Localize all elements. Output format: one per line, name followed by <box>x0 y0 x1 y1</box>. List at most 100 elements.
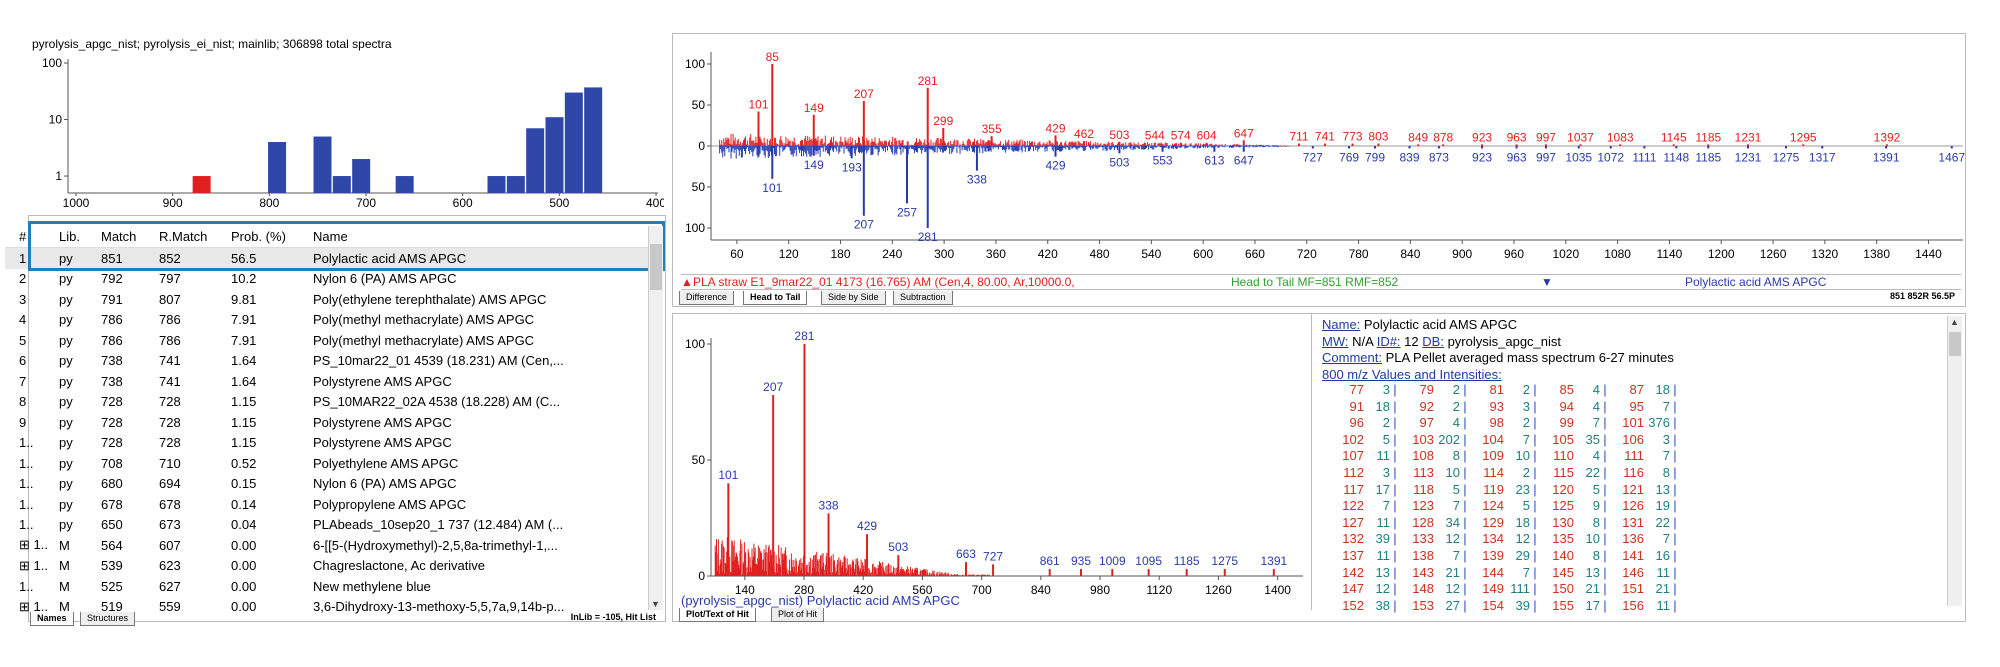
hit-rmatch: 786 <box>159 312 181 328</box>
tab-structures[interactable]: Structures <box>80 612 136 626</box>
mz-value: 110 <box>1553 448 1574 464</box>
col-rmatch[interactable]: R.Match <box>155 225 227 248</box>
hit-name: Polystyrene AMS APGC <box>313 435 452 451</box>
name-label[interactable]: Name: <box>1322 317 1361 332</box>
hit-row[interactable]: 9 py 728 728 1.15 Polystyrene AMS APGC <box>5 412 655 433</box>
hit-prob: 0.15 <box>231 476 257 492</box>
hit-row[interactable]: ⊞ 1.. M 539 623 0.00 Chagreslactone, Ac deriv… <box>5 556 655 577</box>
hit-row[interactable]: 4 py 786 786 7.91 Poly(methyl methacrylate) A… <box>5 310 655 331</box>
mz-value: 143 <box>1412 564 1434 580</box>
mz-cell: 150 21 | <box>1540 581 1610 598</box>
tab-side-by-side[interactable]: Side by Side <box>821 291 886 305</box>
values-header[interactable]: 800 m/z Values and Intensities: <box>1322 366 1502 382</box>
intensity-value: 202 <box>1438 431 1460 447</box>
intensity-value: 2 <box>1522 382 1530 397</box>
hit-list-scroll-thumb[interactable] <box>650 244 662 290</box>
hit-text-scrollbar[interactable]: ▲ <box>1947 316 1962 606</box>
hit-x-tick-label: 1260 <box>1205 583 1232 597</box>
hit-list-scrollbar[interactable]: ▼ <box>648 226 663 610</box>
mz-value: 103 <box>1412 431 1434 447</box>
h2t-x-tick-label: 1440 <box>1915 247 1942 261</box>
intensity-value: 8 <box>1662 464 1670 480</box>
hit-prob: 0.00 <box>231 578 257 594</box>
col-lib[interactable]: Lib. <box>55 225 97 248</box>
h2t-x-tick-label: 360 <box>986 247 1006 261</box>
mz-cell: 111 7 | <box>1610 448 1680 465</box>
id-label[interactable]: ID#: <box>1376 333 1401 349</box>
head-to-tail-panel: 100 50 0 50 100 60 120 180 240 300 360 420 480 540 600… <box>672 33 1966 307</box>
library-peak-label: 613 <box>1204 154 1224 168</box>
hit-prob: 10.2 <box>231 271 257 287</box>
intensity-value: 376 <box>1648 415 1670 431</box>
hit-num: ⊞ 1.. <box>19 557 48 573</box>
hit-row[interactable]: 1.. py 678 678 0.14 Polypropylene AMS APGC <box>5 494 655 515</box>
mz-value: 138 <box>1412 547 1434 563</box>
cell-separator: | <box>1533 431 1537 447</box>
cell-separator: | <box>1393 547 1397 563</box>
h2t-x-tick-label: 1140 <box>1657 247 1683 261</box>
intensity-value: 2 <box>1522 464 1530 480</box>
hit-rmatch: 741 <box>159 373 181 389</box>
hit-row[interactable]: 7 py 738 741 1.64 Polystyrene AMS APGC <box>5 371 655 392</box>
tab-head-to-tail[interactable]: Head to Tail <box>743 291 808 305</box>
mz-value: 133 <box>1412 531 1434 547</box>
mz-cell: 91 18 | <box>1330 399 1400 416</box>
col-match[interactable]: Match <box>97 225 155 248</box>
cell-separator: | <box>1603 481 1607 497</box>
intensity-value: 18 <box>1515 514 1530 530</box>
mz-value: 141 <box>1622 547 1644 563</box>
tab-names[interactable]: Names <box>30 612 74 626</box>
mz-value: 91 <box>1349 398 1364 414</box>
hit-row[interactable]: 1.. py 680 694 0.15 Nylon 6 (PA) AMS APGC <box>5 474 655 495</box>
tab-plot-of-hit[interactable]: Plot of Hit <box>771 608 825 622</box>
col-prob[interactable]: Prob. (%) <box>227 225 309 248</box>
library-peak-label: 149 <box>804 158 824 172</box>
mz-cell: 145 13 | <box>1540 565 1610 582</box>
mz-value: 97 <box>1419 415 1434 431</box>
cell-separator: | <box>1533 415 1537 431</box>
hit-match: 564 <box>101 537 123 553</box>
hit-row[interactable]: 2 py 792 797 10.2 Nylon 6 (PA) AMS APGC <box>5 269 655 290</box>
hit-num: 1 <box>5 247 55 269</box>
tab-subtraction[interactable]: Subtraction <box>893 291 953 305</box>
mz-cell: 146 11 | <box>1610 565 1680 582</box>
hit-text-scroll-thumb[interactable] <box>1949 332 1961 356</box>
library-peak-label: 997 <box>1536 150 1556 164</box>
histogram-y-tick-label: 10 <box>49 113 63 127</box>
library-peak-label: 338 <box>967 173 987 187</box>
histogram-y-tick-label: 100 <box>42 56 62 70</box>
hit-row[interactable]: 1.. py 650 673 0.04 PLAbeads_10sep20_1 737 (1… <box>5 515 655 536</box>
hit-row[interactable]: 1.. M 525 627 0.00 New methylene blue <box>5 576 655 597</box>
hit-row[interactable]: 1.. py 708 710 0.52 Polyethylene AMS APGC <box>5 453 655 474</box>
hit-row[interactable]: 6 py 738 741 1.64 PS_10mar22_01 4539 (18.231)… <box>5 351 655 372</box>
col-name[interactable]: Name <box>309 225 655 248</box>
hit-row[interactable]: 1 py 851 852 56.5 Polylactic acid AMS APGC <box>5 247 655 269</box>
hit-row[interactable]: 5 py 786 786 7.91 Poly(methyl methacrylate) A… <box>5 330 655 351</box>
comment-label[interactable]: Comment: <box>1322 350 1382 365</box>
hit-lib: M <box>59 599 70 615</box>
intensity-value: 10 <box>1585 531 1600 547</box>
mw-label[interactable]: MW: <box>1322 333 1349 349</box>
hit-peak-label: 1391 <box>1260 554 1287 568</box>
db-label[interactable]: DB: <box>1422 333 1444 349</box>
mz-value: 139 <box>1482 547 1504 563</box>
tab-difference[interactable]: Difference <box>679 291 734 305</box>
scroll-up-arrow-icon[interactable]: ▲ <box>1950 317 1959 327</box>
scroll-down-arrow-icon[interactable]: ▼ <box>651 599 660 609</box>
hit-row[interactable]: ⊞ 1.. M 519 559 0.00 3,6-Dihydroxy-13-methoxy… <box>5 597 655 618</box>
tab-plot-text-of-hit[interactable]: Plot/Text of Hit <box>679 608 756 622</box>
hit-row[interactable]: ⊞ 1.. M 564 607 0.00 6-[[5-(Hydroxymethyl)-2,… <box>5 535 655 556</box>
hit-lib: py <box>59 312 73 328</box>
unknown-peak-label: 923 <box>1472 130 1492 144</box>
mz-row: 107 11 | 108 8 | 109 10 | 110 4 | 111 7 | <box>1330 448 1680 465</box>
hit-row[interactable]: 3 py 791 807 9.81 Poly(ethylene terephthalate… <box>5 289 655 310</box>
intensity-value: 4 <box>1592 398 1600 414</box>
hit-prob: 0.00 <box>231 599 257 615</box>
cell-separator: | <box>1393 382 1397 397</box>
hit-row[interactable]: 8 py 728 728 1.15 PS_10MAR22_02A 4538 (18.228… <box>5 392 655 413</box>
hit-prob: 0.14 <box>231 496 257 512</box>
mz-cell: 134 12 | <box>1470 531 1540 548</box>
hit-num: 1.. <box>19 496 34 512</box>
col-num[interactable]: # <box>5 225 55 248</box>
hit-row[interactable]: 1.. py 728 728 1.15 Polystyrene AMS APGC <box>5 433 655 454</box>
